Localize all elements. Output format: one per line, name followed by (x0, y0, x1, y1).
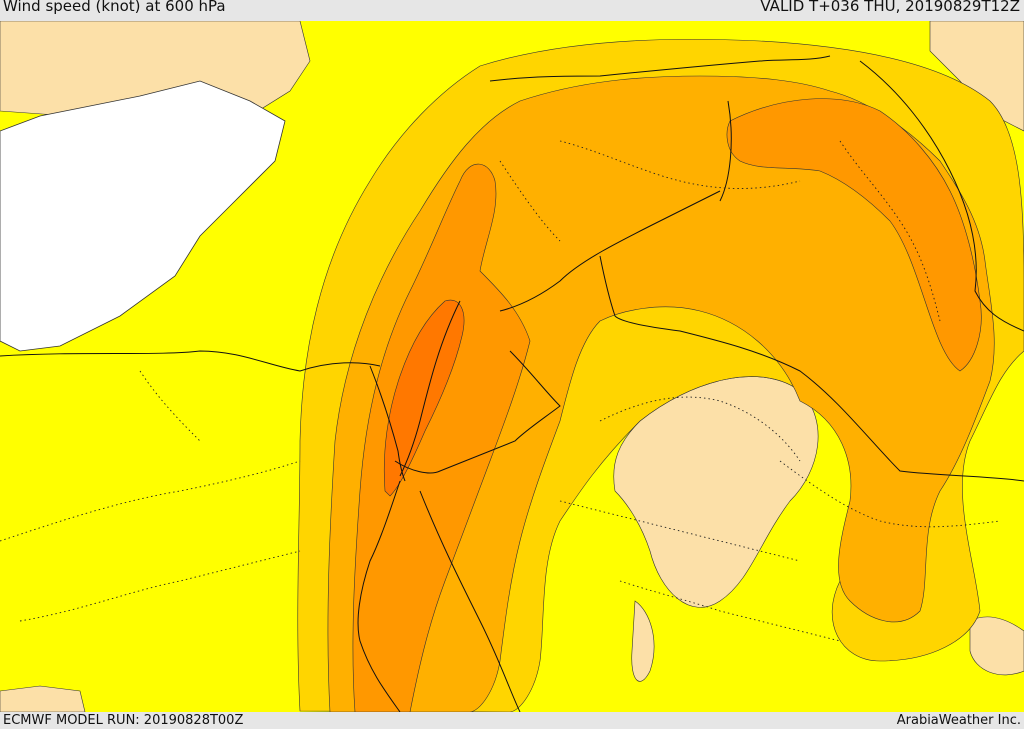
wind-core (383, 299, 465, 497)
sea-area (0, 80, 286, 352)
map-canvas (0, 21, 1024, 712)
map-title: Wind speed (knot) at 600 hPa (3, 0, 226, 15)
dark-orange-east (726, 98, 982, 372)
credit-label: ArabiaWeather Inc. (896, 713, 1021, 728)
dark-orange-band (352, 163, 531, 712)
orange-band (327, 75, 995, 712)
wind-speed-map (0, 21, 1024, 712)
valid-time: VALID T+036 THU, 20190829T12Z (760, 0, 1020, 15)
footer-bar: ECMWF MODEL RUN: 20190828T00Z ArabiaWeat… (0, 712, 1024, 729)
country-borders (0, 55, 1024, 712)
header-bar: Wind speed (knot) at 600 hPa VALID T+036… (0, 0, 1024, 21)
province-lines (0, 140, 1001, 642)
model-run-label: ECMWF MODEL RUN: 20190828T00Z (3, 713, 244, 728)
